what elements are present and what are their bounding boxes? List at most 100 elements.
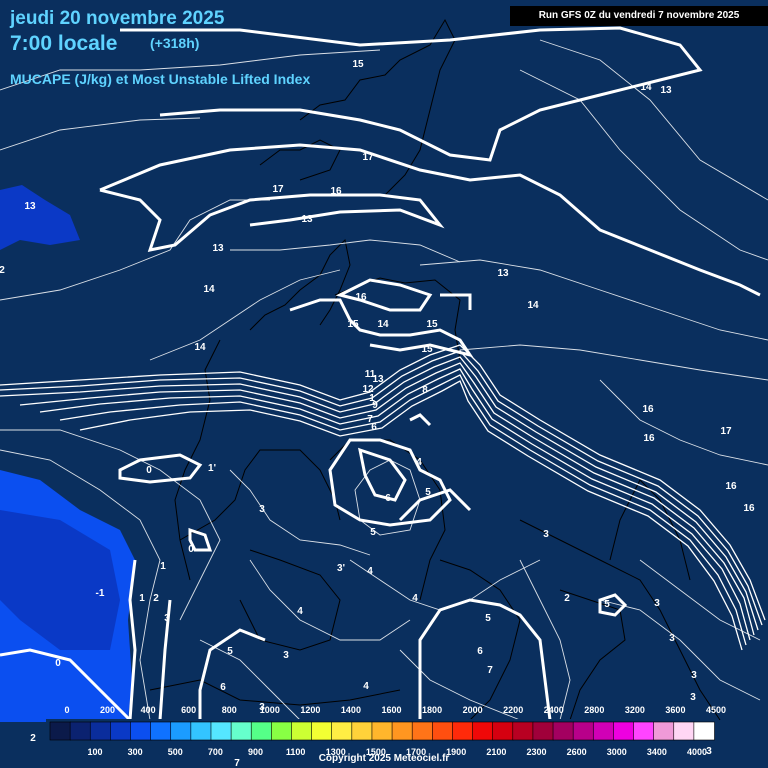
colorbar-bottom-label: 2600 [567, 747, 587, 757]
colorbar-bottom-label: 2100 [486, 747, 506, 757]
colorbar-top-label: 3200 [625, 705, 645, 715]
contour-label: 17 [272, 184, 284, 195]
colorbar-swatch [150, 721, 172, 741]
colorbar-top-label: 1600 [381, 705, 401, 715]
contour-label: 13 [212, 243, 224, 254]
contour-label: 6 [477, 646, 483, 657]
colorbar-top-label: 2800 [584, 705, 604, 715]
contour-label: 3 [259, 702, 265, 713]
contour-label: 16 [643, 433, 655, 444]
contour-label: 2 [153, 593, 159, 604]
contour-label: 9 [372, 400, 378, 411]
contour-label: 12 [362, 384, 374, 395]
contour-label: 5 [370, 527, 376, 538]
contour-label: 16 [642, 404, 654, 415]
colorbar-top-label: 2000 [463, 705, 483, 715]
copyright: Copyright 2025 Meteociel.fr [318, 753, 450, 764]
colorbar-bottom-label: 700 [208, 747, 223, 757]
colorbar-swatch [391, 721, 413, 741]
colorbar-bottom-label: 1700 [406, 747, 426, 757]
contour-label: 6 [385, 493, 391, 504]
contour-label: 7 [367, 414, 373, 425]
forecast-date: jeudi 20 novembre 2025 [10, 8, 225, 29]
colorbar-bottom-label: 3400 [647, 747, 667, 757]
contour-label: 14 [377, 319, 389, 330]
contour-label: 7 [234, 758, 240, 768]
contour-label: 11 [365, 369, 376, 380]
forecast-offset: (+318h) [150, 35, 200, 51]
colorbar-swatch [69, 721, 92, 741]
contour-label: 16 [355, 292, 367, 303]
colorbar-top-label: 1800 [422, 705, 442, 715]
contour-label: 13 [372, 374, 384, 385]
colorbar-swatch [210, 721, 232, 741]
contour-label: 14 [203, 284, 215, 295]
contour-label: 3 [283, 650, 289, 661]
contour-label: 15 [426, 319, 438, 330]
colorbar-swatch [552, 721, 574, 741]
contour-label: -1 [96, 588, 105, 599]
colorbar-swatch [311, 721, 333, 741]
colorbar-swatch [170, 721, 192, 741]
contour-label: 4 [363, 681, 369, 692]
contour-label: 5 [425, 487, 431, 498]
colorbar-swatch [432, 721, 454, 741]
contour-label: 3' [337, 563, 345, 574]
colorbar-swatch [673, 721, 695, 741]
colorbar-swatch [532, 721, 554, 741]
contour-label: 4 [367, 566, 373, 577]
colorbar-swatch [49, 721, 71, 741]
colorbar-bottom-label: 500 [168, 747, 183, 757]
colorbar-top-label: 1000 [260, 705, 280, 715]
contour-label: 2 [564, 593, 570, 604]
colorbar-swatch [190, 721, 212, 741]
contour-label: 4 [297, 606, 303, 617]
colorbar-bottom-label: 1500 [366, 747, 386, 757]
colorbar-bottom-label: 3000 [607, 747, 627, 757]
contour-label: 3 [164, 613, 170, 624]
colorbar-bottom-label: 1300 [326, 747, 346, 757]
colorbar-swatch [110, 721, 132, 741]
colorbar-swatch [492, 721, 514, 741]
cape-shading [0, 185, 135, 722]
contour-label: 7 [487, 665, 493, 676]
contour-label: 14 [640, 82, 652, 93]
contour-label: 13 [301, 214, 313, 225]
colorbar-swatch [592, 721, 615, 741]
colorbar-swatch [411, 721, 434, 741]
colorbar-swatch [653, 721, 675, 741]
colorbar-bottom-label: 1900 [446, 747, 466, 757]
colorbar-swatch [230, 721, 253, 741]
contour-label: 6 [220, 682, 226, 693]
contour-label: 1 [139, 593, 145, 604]
parameter-title: MUCAPE (J/kg) et Most Unstable Lifted In… [10, 71, 311, 87]
contour-label: 13 [660, 85, 672, 96]
colorbar-swatch [130, 721, 152, 741]
colorbar-bottom-label: 2300 [526, 747, 546, 757]
colorbar-top-label: 2400 [544, 705, 564, 715]
contour-label: 3 [706, 746, 712, 757]
contour-label: 1 [369, 393, 375, 404]
colorbar-swatch [271, 721, 293, 741]
colorbar-bottom-label: 100 [87, 747, 102, 757]
run-info: Run GFS 0Z du vendredi 7 novembre 2025 [510, 6, 768, 26]
contour-label: 0 [55, 658, 61, 669]
contour-label: 14 [527, 300, 539, 311]
contour-label: 14 [194, 342, 206, 353]
colorbar-swatch [472, 721, 494, 741]
thick-isolines [0, 26, 761, 722]
contour-label: 16 [743, 503, 755, 514]
colorbar-top-label: 0 [64, 705, 69, 715]
contour-label: 2 [0, 265, 5, 276]
colorbar-swatch [572, 721, 595, 741]
contour-label: 16 [330, 186, 342, 197]
contour-label: 15 [352, 59, 364, 70]
colorbar-swatch [351, 721, 373, 741]
contour-label: 3 [669, 633, 675, 644]
colorbar-bottom-label: 4000 [687, 747, 707, 757]
colorbar-bottom-label: 300 [128, 747, 143, 757]
forecast-hour: 7:00 locale [10, 32, 118, 55]
colorbar-top-label: 200 [100, 705, 115, 715]
